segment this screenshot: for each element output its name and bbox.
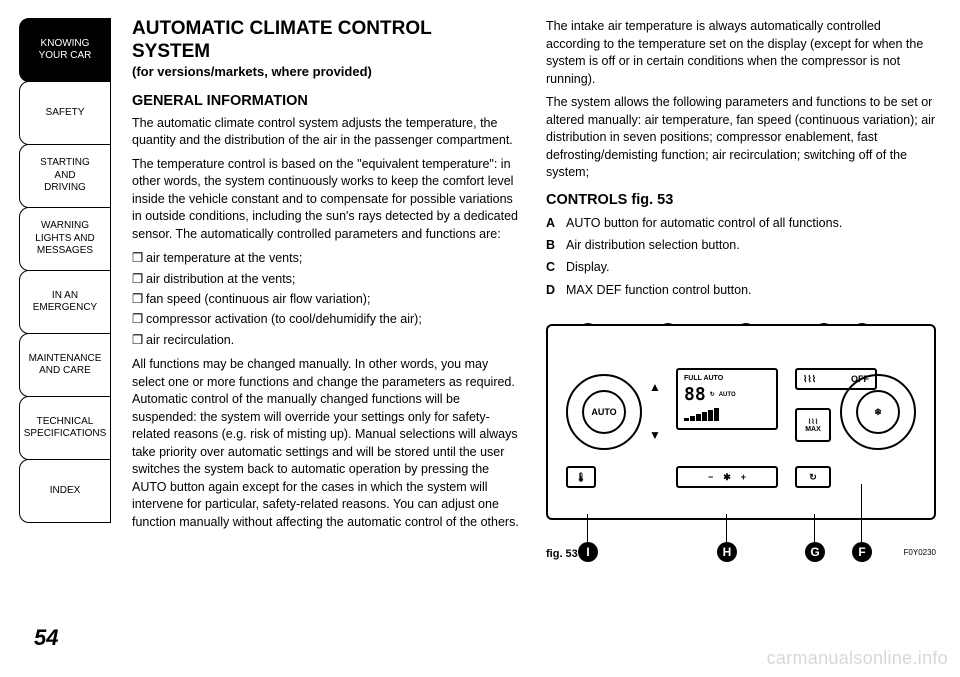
bullet-item: ❒fan speed (continuous air flow variatio… (132, 290, 522, 309)
bullet-text: fan speed (continuous air flow variation… (146, 290, 370, 309)
control-item: BAir distribution selection button. (546, 236, 936, 255)
tab-warning-lights[interactable]: WARNING LIGHTS AND MESSAGES (19, 207, 111, 271)
tab-label: INDEX (50, 485, 81, 498)
paragraph: The temperature control is based on the … (132, 156, 522, 244)
air-dist-up-icon[interactable]: ▲ (646, 378, 664, 396)
sidebar-nav: KNOWING YOUR CAR SAFETY STARTING AND DRI… (0, 0, 110, 677)
bullet-item: ❒air recirculation. (132, 331, 522, 350)
figure-label-h: H (717, 542, 737, 562)
right-column: The intake air temperature is always aut… (546, 18, 936, 667)
air-dist-down-icon[interactable]: ▼ (646, 426, 664, 444)
tab-label: MAINTENANCE AND CARE (29, 353, 102, 378)
bullet-text: compressor activation (to cool/dehumidif… (146, 310, 422, 329)
bullet-mark: ❒ (132, 290, 146, 309)
section-title-line2: SYSTEM (132, 41, 522, 63)
control-letter: B (546, 236, 566, 255)
bullet-text: air recirculation. (146, 331, 234, 350)
max-label: MAX (805, 426, 821, 433)
section-subtitle: (for versions/markets, where provided) (132, 64, 522, 79)
label-line (861, 484, 862, 544)
right-knob[interactable]: ❄ (840, 374, 916, 450)
page-number: 54 (34, 625, 58, 651)
figure-caption: fig. 53 (546, 548, 578, 560)
heading-general-info: GENERAL INFORMATION (132, 93, 522, 109)
fan-minus-button[interactable]: − (708, 472, 713, 482)
defrost-icon[interactable]: ⌇⌇⌇ (803, 374, 816, 385)
section-title: AUTOMATIC CLIMATE CONTROL (132, 18, 522, 40)
tab-label: IN AN EMERGENCY (33, 290, 97, 315)
left-column: AUTOMATIC CLIMATE CONTROL SYSTEM (for ve… (132, 18, 522, 667)
fan-plus-button[interactable]: + (741, 472, 746, 482)
tab-maintenance[interactable]: MAINTENANCE AND CARE (19, 333, 111, 397)
tab-label: SAFETY (46, 107, 85, 120)
fan-speed-control[interactable]: − ✱ + (676, 466, 778, 488)
tab-index[interactable]: INDEX (19, 459, 111, 523)
tab-label: KNOWING YOUR CAR (39, 38, 92, 63)
climate-display: FULL AUTO 88 ↻ AUTO (676, 368, 778, 430)
control-letter: D (546, 281, 566, 300)
bullet-mark: ❒ (132, 249, 146, 268)
control-item: AAUTO button for automatic control of al… (546, 214, 936, 233)
figure-climate-panel: A B C D E AUTO ▲ ▼ (546, 324, 936, 560)
control-item: CDisplay. (546, 258, 936, 277)
bullet-item: ❒air distribution at the vents; (132, 270, 522, 289)
control-text: AUTO button for automatic control of all… (566, 214, 842, 233)
defrost-icon: ⌇⌇⌇ (808, 418, 818, 426)
controls-list: AAUTO button for automatic control of al… (546, 214, 936, 301)
bullet-mark: ❒ (132, 310, 146, 329)
fan-speed-bars (684, 408, 770, 421)
max-defrost-button[interactable]: ⌇⌇⌇ MAX (795, 408, 831, 442)
auto-icon: ↻ (710, 391, 715, 398)
temperature-knob[interactable]: AUTO (566, 374, 642, 450)
figure-code: F0Y0230 (904, 548, 936, 560)
climate-control-panel: AUTO ▲ ▼ FULL AUTO 88 ↻ AUTO (546, 324, 936, 520)
control-text: Display. (566, 258, 610, 277)
display-digits: 88 (684, 384, 706, 405)
display-full-auto: FULL AUTO (684, 375, 770, 382)
control-text: MAX DEF function control button. (566, 281, 752, 300)
label-line (587, 514, 588, 544)
bullet-mark: ❒ (132, 270, 146, 289)
display-auto-text: AUTO (719, 392, 736, 398)
auto-button[interactable]: AUTO (582, 390, 626, 434)
snowflake-icon[interactable]: ❄ (856, 390, 900, 434)
tab-label: TECHNICAL SPECIFICATIONS (24, 416, 107, 441)
tab-technical-specs[interactable]: TECHNICAL SPECIFICATIONS (19, 396, 111, 460)
heading-controls: CONTROLS fig. 53 (546, 192, 936, 208)
paragraph: The intake air temperature is always aut… (546, 18, 936, 88)
tab-emergency[interactable]: IN AN EMERGENCY (19, 270, 111, 334)
paragraph: The automatic climate control system adj… (132, 115, 522, 150)
bullet-text: air distribution at the vents; (146, 270, 295, 289)
paragraph: The system allows the following paramete… (546, 94, 936, 182)
bullet-item: ❒air temperature at the vents; (132, 249, 522, 268)
label-line (814, 514, 815, 544)
tab-safety[interactable]: SAFETY (19, 81, 111, 145)
figure-label-g: G (805, 542, 825, 562)
control-text: Air distribution selection button. (566, 236, 740, 255)
internal-temp-button[interactable]: 🌡 (566, 466, 596, 488)
bullet-item: ❒compressor activation (to cool/dehumidi… (132, 310, 522, 329)
recirculation-button[interactable]: ↻ (795, 466, 831, 488)
control-letter: A (546, 214, 566, 233)
tab-starting-driving[interactable]: STARTING AND DRIVING (19, 144, 111, 208)
figure-label-i: I (578, 542, 598, 562)
fan-icon: ✱ (723, 472, 731, 483)
watermark: carmanualsonline.info (767, 648, 948, 669)
tab-label: STARTING AND DRIVING (40, 157, 90, 195)
tab-label: WARNING LIGHTS AND MESSAGES (35, 220, 94, 258)
paragraph: All functions may be changed manually. I… (132, 356, 522, 531)
bullet-text: air temperature at the vents; (146, 249, 302, 268)
bullet-list: ❒air temperature at the vents; ❒air dist… (132, 249, 522, 350)
figure-label-f: F (852, 542, 872, 562)
bullet-mark: ❒ (132, 331, 146, 350)
tab-knowing-your-car[interactable]: KNOWING YOUR CAR (19, 18, 111, 82)
label-line (726, 514, 727, 544)
control-item: DMAX DEF function control button. (546, 281, 936, 300)
control-letter: C (546, 258, 566, 277)
